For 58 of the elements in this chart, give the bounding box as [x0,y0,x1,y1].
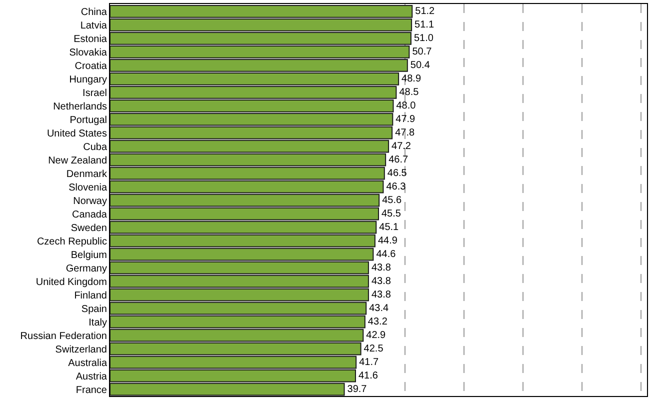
data-label: 50.4 [410,60,430,71]
data-label: 48.5 [399,86,420,98]
y-tick-label: Austria [76,371,108,382]
y-tick-label: Russian Federation [20,330,107,342]
data-label: 44.6 [376,248,396,260]
y-tick-label: Belgium [70,250,107,261]
y-tick-label: Canada [72,209,108,220]
data-label: 47.2 [392,140,412,152]
y-tick-label: Estonia [74,34,108,45]
y-tick-label: Germany [66,263,107,274]
data-label: 51.1 [414,19,434,30]
y-tick-label: Hungary [69,74,107,86]
data-label: 51.2 [415,6,436,17]
data-label: 45.1 [379,222,400,233]
data-label: 46.5 [387,168,408,179]
data-label: 47.9 [396,114,416,125]
data-label: 41.7 [359,356,379,368]
y-tick-label: Switzerland [55,344,107,356]
y-tick-label: New Zealand [48,155,107,166]
y-tick-label: United Kingdom [36,276,107,288]
data-label: 42.9 [366,330,386,341]
y-tick-label: Sweden [70,222,107,234]
y-tick-label: Italy [88,317,107,328]
data-label: 44.9 [378,235,398,246]
data-label: 50.7 [412,46,432,58]
data-label: 43.8 [371,276,392,287]
data-label: 43.4 [369,302,390,314]
y-tick-label: Spain [81,304,107,315]
y-tick-label: China [80,6,108,18]
y-tick-label: United States [46,128,107,140]
data-label: 47.8 [395,127,415,138]
y-tick-label: Netherlands [53,101,107,112]
data-label: 48.9 [402,73,422,84]
y-tick-label: Finland [74,290,107,302]
data-label: 46.3 [386,181,406,192]
y-tick-label: Slovenia [68,182,108,194]
data-label: 43.8 [371,289,392,300]
data-label: 43.2 [368,316,388,328]
data-label: 43.8 [371,262,392,274]
data-label: 45.5 [382,208,402,220]
y-tick-label: Cuba [83,142,108,153]
data-label: 39.7 [347,384,368,395]
data-label: 45.6 [382,194,402,206]
data-label: 41.6 [358,370,378,382]
data-label: 42.5 [364,343,384,354]
y-tick-label: Norway [73,196,107,207]
y-tick-label: Croatia [74,60,108,72]
y-tick-label: Latvia [80,20,108,32]
y-tick-label: Denmark [66,168,108,180]
y-tick-label: Slovakia [69,47,108,58]
y-tick-label: Australia [68,358,108,369]
data-label: 51.0 [414,32,434,44]
y-tick-label: France [76,384,108,396]
y-tick-label: Portugal [70,114,107,126]
y-tick-label: Czech Republic [36,236,107,248]
data-label: 46.7 [388,154,408,166]
y-tick-label: Israel [82,88,107,99]
data-label: 48.0 [396,100,416,112]
